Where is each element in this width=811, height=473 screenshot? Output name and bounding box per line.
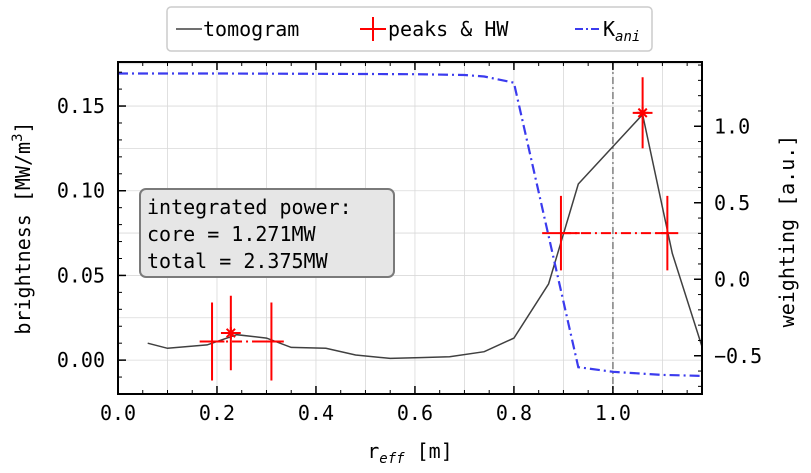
- legend-label-kani: Kani: [603, 17, 640, 45]
- peak-marker: [636, 106, 649, 119]
- peak-marker: [224, 327, 237, 340]
- annotation-line-2: core = 1.271MW: [147, 222, 317, 246]
- x-tick-label: 0.6: [397, 401, 433, 425]
- legend-label-peaks: peaks & HW: [388, 17, 509, 41]
- x-tick-label: 0.2: [199, 401, 235, 425]
- y-tick-label: 0.05: [57, 263, 105, 287]
- plot-frame: [117, 61, 703, 395]
- x-tick-label: 0.8: [496, 401, 532, 425]
- y2-tick-label: 0.5: [714, 191, 750, 215]
- annotation-line-1: integrated power:: [147, 195, 352, 219]
- y2-tick-label: −0.5: [714, 344, 762, 368]
- y-tick-label: 0.10: [57, 179, 105, 203]
- y2-tick-label: 1.0: [714, 114, 750, 138]
- series-line-kani: [118, 72, 703, 377]
- y-tick-label: 0.15: [57, 94, 105, 118]
- x-tick-label: 0.0: [100, 401, 136, 425]
- series-line-tomogram: [147, 112, 703, 360]
- x-axis-title: reff [m]: [367, 439, 453, 467]
- y-tick-label: 0.00: [57, 348, 105, 372]
- axes: 0.0 0.2 0.4 0.6 0.8 1.0 0.00 0.05 0.10 0.15 −0.5 0.…: [57, 61, 762, 425]
- x-tick-label: 1.0: [595, 401, 631, 425]
- annotation-line-3: total = 2.375MW: [147, 249, 329, 273]
- y-axis-title: brightness [MW/m3]: [10, 121, 35, 334]
- x-tick-label: 0.4: [298, 401, 334, 425]
- annotation-box: [139, 188, 395, 278]
- plot-data: [118, 62, 703, 394]
- y2-axis-title: weighting [a.u.]: [775, 135, 799, 328]
- y2-tick-label: 0.0: [714, 267, 750, 291]
- legend-frame: [166, 6, 653, 52]
- legend-label-tomogram: tomogram: [203, 17, 299, 41]
- legend: tomogram peaks & HW Kani: [166, 6, 653, 52]
- integrated-power-annotation: integrated power: core = 1.271MW total =…: [139, 188, 395, 278]
